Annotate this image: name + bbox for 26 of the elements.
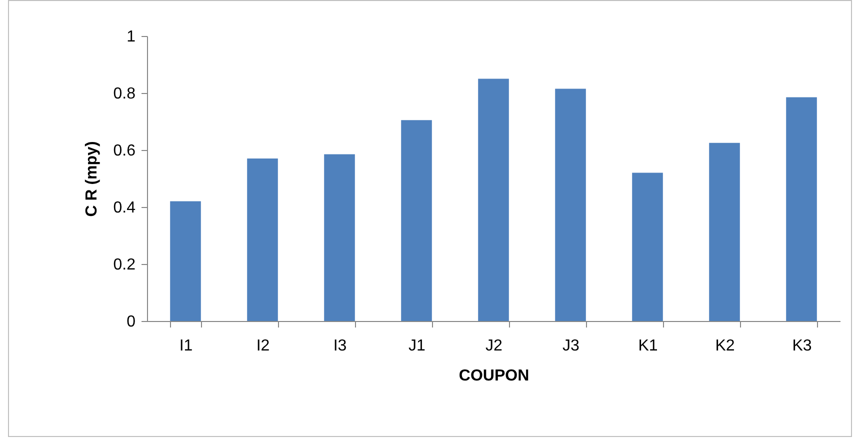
x-tick-label: J1 — [408, 338, 426, 354]
bar — [478, 78, 509, 321]
x-tick-label: I3 — [333, 338, 347, 354]
x-tick-label: K1 — [638, 338, 658, 354]
y-tick-label: 1 — [126, 28, 136, 46]
bar — [786, 97, 817, 321]
x-tick-label: K3 — [792, 338, 812, 354]
bar — [247, 158, 278, 321]
y-tick-label: 0.4 — [113, 200, 136, 216]
y-tick-label: 0.2 — [113, 256, 136, 274]
bar — [632, 172, 663, 321]
x-tick-label: J2 — [486, 338, 503, 354]
y-axis-title: C R (mpy) — [83, 141, 100, 217]
y-tick-label: 0 — [126, 314, 136, 330]
x-tick-label: J3 — [562, 338, 580, 354]
y-tick-label: 0.6 — [113, 142, 136, 160]
bar — [401, 120, 432, 321]
x-tick-label: K2 — [715, 338, 735, 354]
bar — [324, 154, 355, 321]
x-axis-title: COUPON — [458, 368, 530, 384]
x-tick-label: I2 — [256, 338, 270, 354]
bar — [170, 201, 201, 321]
x-tick-label: I1 — [179, 338, 193, 354]
bar — [555, 88, 586, 321]
y-tick-label: 0.8 — [113, 86, 136, 102]
bar — [709, 142, 740, 321]
